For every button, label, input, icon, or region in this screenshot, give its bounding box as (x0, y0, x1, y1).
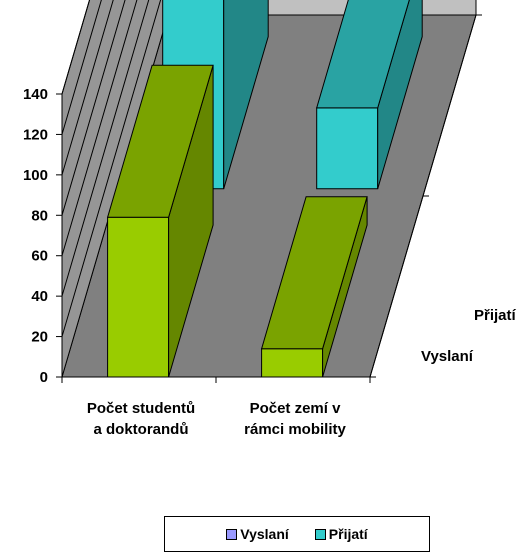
legend-item-vyslani: Vyslaní (226, 526, 289, 542)
legend-label-vyslani: Vyslaní (240, 526, 289, 542)
depth-label: Vyslaní (421, 348, 474, 365)
y-tick-label: 0 (40, 369, 48, 386)
gridlines (61, 0, 162, 337)
bars (106, 0, 423, 378)
legend-swatch-vyslani (226, 528, 238, 540)
y-tick-label: 40 (31, 288, 48, 305)
legend-swatch-prijati (314, 528, 326, 540)
category-label: rámci mobility (244, 421, 346, 438)
y-tick-label: 100 (23, 167, 48, 184)
gridline (61, 0, 162, 337)
bar-0-0 (106, 64, 214, 378)
legend-item-prijati: Přijatí (314, 526, 368, 542)
category-label: a doktorandů (93, 421, 188, 438)
category-labels: Počet studentů a doktorandů Počet zemí v rá… (87, 400, 347, 438)
legend: Vyslaní Přijatí (164, 516, 430, 552)
category-label: Počet zemí v (250, 400, 342, 417)
gridline (61, 0, 102, 135)
depth-label: Přijatí (474, 307, 517, 324)
gridline (61, 0, 150, 297)
category-label: Počet studentů (87, 400, 195, 417)
gridline (61, 0, 138, 256)
y-tick-labels: 0 20 40 60 80 100 120 140 (23, 86, 48, 386)
y-tick-label: 80 (31, 207, 48, 224)
y-tick-label: 140 (23, 86, 48, 103)
gridline (61, 0, 126, 216)
gridline (61, 0, 114, 176)
legend-label-prijati: Přijatí (328, 526, 368, 542)
bar-0-1 (260, 196, 368, 378)
bar-1-1 (316, 0, 423, 190)
y-tick-label: 20 (31, 329, 48, 346)
y-tick-label: 60 (31, 248, 48, 265)
y-tick-label: 120 (23, 126, 48, 143)
depth-labels: Vyslaní Přijatí (421, 307, 517, 365)
